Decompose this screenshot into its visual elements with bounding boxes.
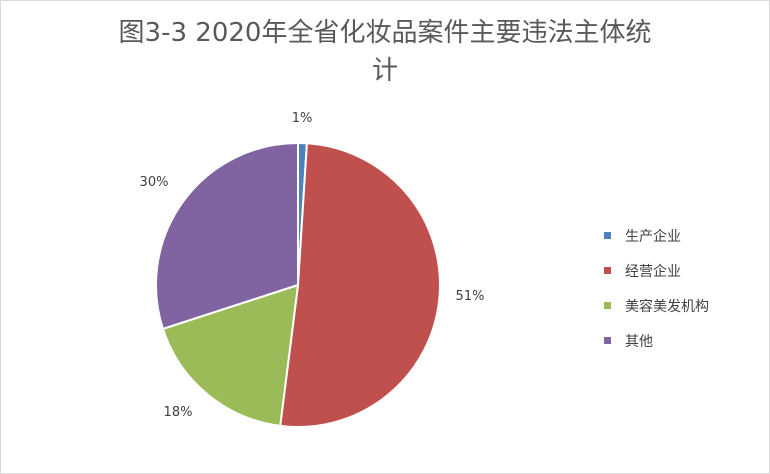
data-label-2: 51% <box>456 289 485 304</box>
legend-item-3: 美容美发机构 <box>604 288 709 323</box>
legend-item-4: 其他 <box>604 323 709 358</box>
legend-label: 经营企业 <box>625 263 681 280</box>
pie-slice-3 <box>161 283 300 427</box>
legend-label: 其他 <box>625 333 653 350</box>
legend-swatch <box>604 337 611 344</box>
legend-item-2: 经营企业 <box>604 253 709 288</box>
data-label-4: 30% <box>140 175 169 190</box>
chart-title-line-1: 图3-3 2020年全省化妆品案件主要违法主体统 <box>118 18 652 48</box>
legend-swatch <box>604 232 611 239</box>
chart-title-line-2: 计 <box>371 56 398 86</box>
pie-slice-2 <box>279 142 441 428</box>
data-label-1: 1% <box>292 111 313 126</box>
legend-item-1: 生产企业 <box>604 218 709 253</box>
chart-title: 图3-3 2020年全省化妆品案件主要违法主体统 计 <box>0 14 770 90</box>
legend-swatch <box>604 302 611 309</box>
legend-label: 美容美发机构 <box>625 298 709 315</box>
legend-label: 生产企业 <box>625 228 681 245</box>
chart-legend: 生产企业经营企业美容美发机构 其他 <box>604 218 709 358</box>
pie-slice-4 <box>155 141 299 331</box>
legend-swatch <box>604 267 611 274</box>
data-label-3: 18% <box>164 405 193 420</box>
